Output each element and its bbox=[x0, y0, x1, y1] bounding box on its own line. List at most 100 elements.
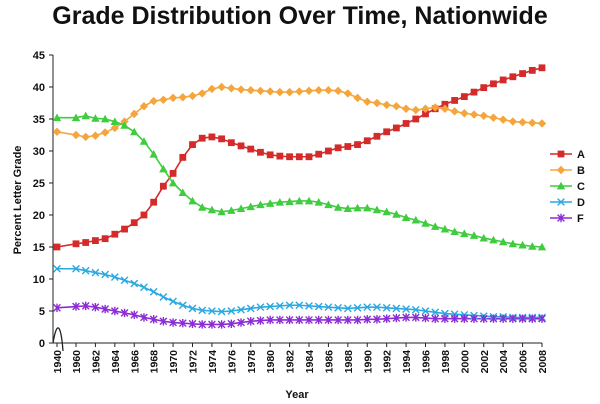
data-point-d bbox=[91, 268, 100, 277]
x-tick-label: 1976 bbox=[226, 350, 238, 374]
data-point-a bbox=[92, 237, 99, 244]
data-point-f bbox=[256, 316, 265, 325]
x-tick-label: 1982 bbox=[285, 350, 297, 374]
x-tick-label: 1996 bbox=[421, 350, 433, 374]
data-point-a bbox=[198, 134, 206, 142]
data-point-c bbox=[100, 114, 110, 123]
x-tick-label: 1988 bbox=[343, 350, 355, 374]
data-point-f bbox=[479, 314, 488, 323]
data-point-a bbox=[354, 141, 361, 148]
data-point-f bbox=[237, 318, 245, 327]
data-point-a bbox=[480, 84, 488, 92]
data-point-b bbox=[537, 119, 547, 128]
data-point-c bbox=[81, 111, 90, 120]
data-point-a bbox=[72, 240, 80, 248]
data-point-c bbox=[130, 127, 139, 136]
data-point-b bbox=[256, 86, 265, 96]
data-point-d bbox=[53, 264, 61, 273]
data-point-d bbox=[246, 304, 255, 313]
data-point-c bbox=[314, 198, 323, 206]
data-point-a bbox=[276, 152, 284, 160]
data-point-d bbox=[256, 303, 265, 312]
data-point-b bbox=[295, 87, 304, 96]
data-point-b bbox=[265, 87, 275, 96]
data-point-c bbox=[71, 113, 81, 122]
data-point-a bbox=[422, 110, 429, 118]
data-point-c bbox=[343, 204, 353, 212]
data-point-f bbox=[508, 314, 517, 323]
data-point-b bbox=[207, 84, 217, 94]
data-point-d bbox=[363, 303, 372, 312]
data-point-b bbox=[382, 100, 391, 110]
data-point-f bbox=[81, 301, 90, 311]
data-point-c bbox=[168, 178, 178, 187]
data-point-f bbox=[373, 315, 381, 324]
y-tick-label: 35 bbox=[33, 114, 45, 126]
x-tick-label: 1986 bbox=[323, 350, 335, 374]
data-point-b bbox=[324, 86, 333, 95]
data-point-a bbox=[208, 133, 216, 141]
data-point-b bbox=[479, 111, 488, 120]
data-point-a bbox=[247, 145, 255, 153]
data-point-c bbox=[401, 213, 411, 221]
legend-label-a: A bbox=[577, 149, 585, 161]
data-point-c bbox=[479, 233, 488, 242]
y-tick-label: 5 bbox=[39, 306, 45, 318]
y-tick-label: 30 bbox=[33, 146, 45, 158]
data-point-c bbox=[304, 196, 314, 205]
data-point-a bbox=[538, 64, 546, 72]
data-point-a bbox=[189, 141, 196, 148]
data-point-f bbox=[130, 310, 139, 320]
data-point-c bbox=[431, 222, 440, 230]
axes-group: 0 5 10 15 20 25 30 35 40 45 1940 1960 1962 1964 1966 19… bbox=[33, 50, 549, 373]
y-tick-label: 0 bbox=[39, 338, 45, 350]
data-point-c bbox=[450, 227, 459, 236]
data-point-b bbox=[149, 96, 158, 106]
data-point-b bbox=[227, 84, 236, 93]
data-point-f bbox=[275, 315, 284, 325]
data-point-b bbox=[363, 97, 372, 106]
data-point-b bbox=[246, 86, 255, 95]
data-point-d bbox=[314, 302, 323, 311]
y-tick-label: 45 bbox=[33, 50, 45, 62]
data-point-a bbox=[101, 235, 109, 243]
y-tick-label: 25 bbox=[33, 178, 45, 190]
x-tick-label: 1974 bbox=[207, 350, 219, 374]
data-point-c bbox=[518, 240, 527, 249]
data-point-b bbox=[275, 87, 285, 97]
data-point-d bbox=[392, 304, 401, 313]
series-lines bbox=[56, 67, 543, 326]
data-point-f bbox=[91, 302, 100, 312]
data-point-a bbox=[392, 124, 400, 132]
data-point-c bbox=[382, 207, 391, 216]
x-tick-label: 1960 bbox=[71, 350, 83, 374]
data-point-a bbox=[412, 115, 420, 123]
data-point-a bbox=[490, 80, 497, 88]
y-tick-label: 10 bbox=[33, 274, 45, 286]
legend-marker-a bbox=[557, 150, 565, 158]
data-point-f bbox=[518, 314, 527, 323]
data-point-f bbox=[411, 313, 420, 322]
data-point-d bbox=[324, 303, 333, 312]
data-point-b bbox=[130, 109, 139, 119]
data-point-b bbox=[139, 102, 149, 111]
data-point-b bbox=[304, 86, 314, 96]
data-point-c bbox=[469, 231, 479, 239]
x-tick-label: 1998 bbox=[440, 350, 452, 374]
data-point-d bbox=[343, 304, 352, 313]
data-point-f bbox=[266, 315, 275, 325]
data-point-f bbox=[140, 313, 148, 322]
legend-label-f: F bbox=[577, 213, 584, 225]
legend-marker-d bbox=[557, 198, 565, 206]
data-point-c bbox=[246, 202, 255, 211]
x-tick-label: 1968 bbox=[149, 350, 161, 374]
data-point-a bbox=[499, 76, 507, 84]
data-point-a bbox=[441, 100, 449, 108]
data-point-a bbox=[266, 151, 274, 159]
data-point-c bbox=[372, 205, 382, 214]
data-point-f bbox=[246, 317, 255, 326]
data-point-f bbox=[421, 313, 430, 323]
data-point-a bbox=[305, 153, 313, 161]
data-point-b bbox=[401, 104, 411, 113]
